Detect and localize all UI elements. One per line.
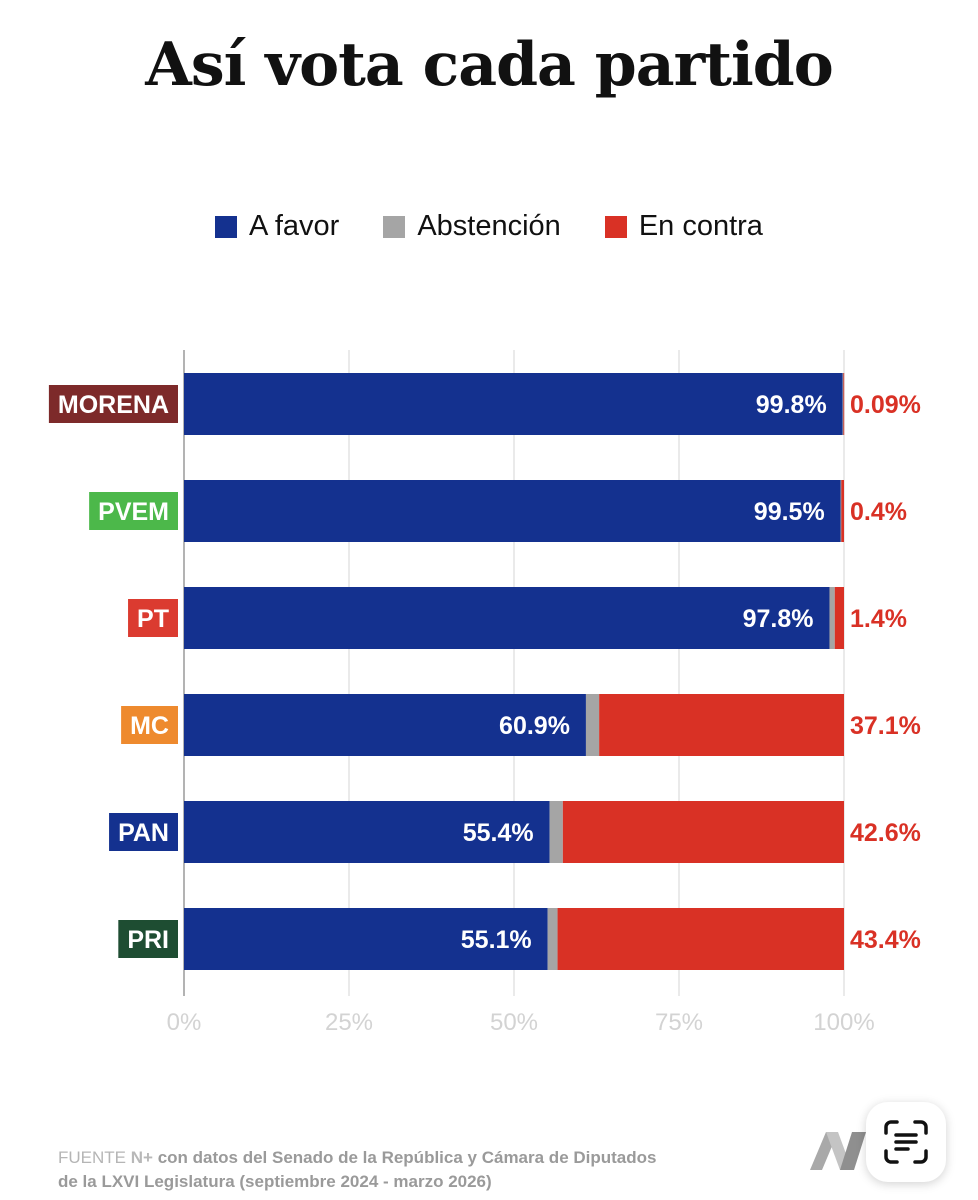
party-badge	[109, 813, 178, 851]
stacked-bar-chart: 0% 25% 50% 75% 100% MORENA 99.8% 0.09% PVEM 99.5%…	[48, 350, 921, 1036]
party-label: PRI	[127, 926, 169, 954]
data-label-favor: 55.1%	[461, 926, 532, 954]
n-plus-logo-icon	[810, 1132, 866, 1170]
party-label: PVEM	[98, 498, 169, 526]
party-label: MC	[130, 712, 169, 740]
data-label-contra: 42.6%	[850, 819, 921, 847]
data-label-contra: 43.4%	[850, 926, 921, 954]
bar-segment-abstencion	[842, 373, 844, 435]
legend-item-abstencion: Abstención	[383, 210, 561, 243]
bar-segment-contra	[843, 373, 845, 435]
data-label-contra: 37.1%	[850, 712, 921, 740]
bar-segment-contra	[834, 587, 844, 649]
bar-segment-abstencion	[585, 694, 600, 756]
legend-swatch-contra	[604, 215, 627, 238]
bar-segment-contra	[841, 480, 844, 542]
bar-segment-abstencion	[549, 801, 563, 863]
legend-label-favor: A favor	[249, 210, 340, 242]
bar-segment-favor	[184, 373, 843, 435]
chart-title: Así vota cada partido	[145, 30, 833, 100]
source-line-2: de la LXVI Legislatura (septiembre 2024 …	[58, 1172, 492, 1191]
legend-label-contra: En contra	[638, 210, 763, 242]
x-tick-label: 100%	[813, 1009, 874, 1036]
bar-segment-contra	[562, 801, 844, 863]
legend-swatch-favor	[215, 215, 238, 238]
text-scan-icon	[884, 1120, 928, 1164]
bar-segment-contra	[557, 908, 844, 970]
data-label-contra: 1.4%	[850, 605, 907, 633]
party-label: MORENA	[58, 391, 169, 419]
bar-segment-abstencion	[840, 480, 842, 542]
party-badge	[89, 492, 178, 530]
source-brand: N+	[130, 1148, 153, 1167]
bar-segment-favor	[184, 908, 548, 970]
source-text-1: con datos del Senado de la República y C…	[157, 1148, 657, 1167]
x-tick-label: 25%	[325, 1009, 373, 1036]
party-badge	[48, 385, 178, 423]
x-tick-label: 0%	[167, 1009, 202, 1036]
data-label-favor: 99.8%	[756, 391, 827, 419]
source-note: FUENTE N+ con datos del Senado de la Rep…	[58, 1146, 758, 1194]
data-label-favor: 60.9%	[499, 712, 570, 740]
party-label: PT	[137, 605, 169, 633]
bar-segment-favor	[184, 801, 550, 863]
data-label-contra: 0.09%	[850, 391, 921, 419]
data-label-favor: 99.5%	[754, 498, 825, 526]
data-label-favor: 97.8%	[743, 605, 814, 633]
bar-segment-favor	[184, 587, 830, 649]
party-badge	[121, 706, 178, 744]
bar-segment-abstencion	[547, 908, 558, 970]
legend: A favor Abstención En contra	[0, 210, 978, 243]
legend-item-favor: A favor	[215, 210, 339, 243]
bar-segment-favor	[184, 480, 841, 542]
bar-segment-contra	[599, 694, 844, 756]
party-badge	[118, 920, 178, 958]
legend-item-contra: En contra	[604, 210, 763, 243]
text-scan-button[interactable]	[866, 1102, 946, 1182]
legend-swatch-abstencion	[383, 215, 406, 238]
bar-segment-favor	[184, 694, 586, 756]
bar-segment-abstencion	[829, 587, 835, 649]
source-lead: FUENTE	[58, 1148, 126, 1167]
source-line-1: FUENTE N+ con datos del Senado de la Rep…	[58, 1146, 758, 1170]
legend-label-abstencion: Abstención	[417, 210, 561, 242]
data-label-favor: 55.4%	[463, 819, 534, 847]
party-label: PAN	[118, 819, 169, 847]
x-tick-label: 75%	[655, 1009, 703, 1036]
party-badge	[128, 599, 178, 637]
data-label-contra: 0.4%	[850, 498, 907, 526]
x-tick-label: 50%	[490, 1009, 538, 1036]
